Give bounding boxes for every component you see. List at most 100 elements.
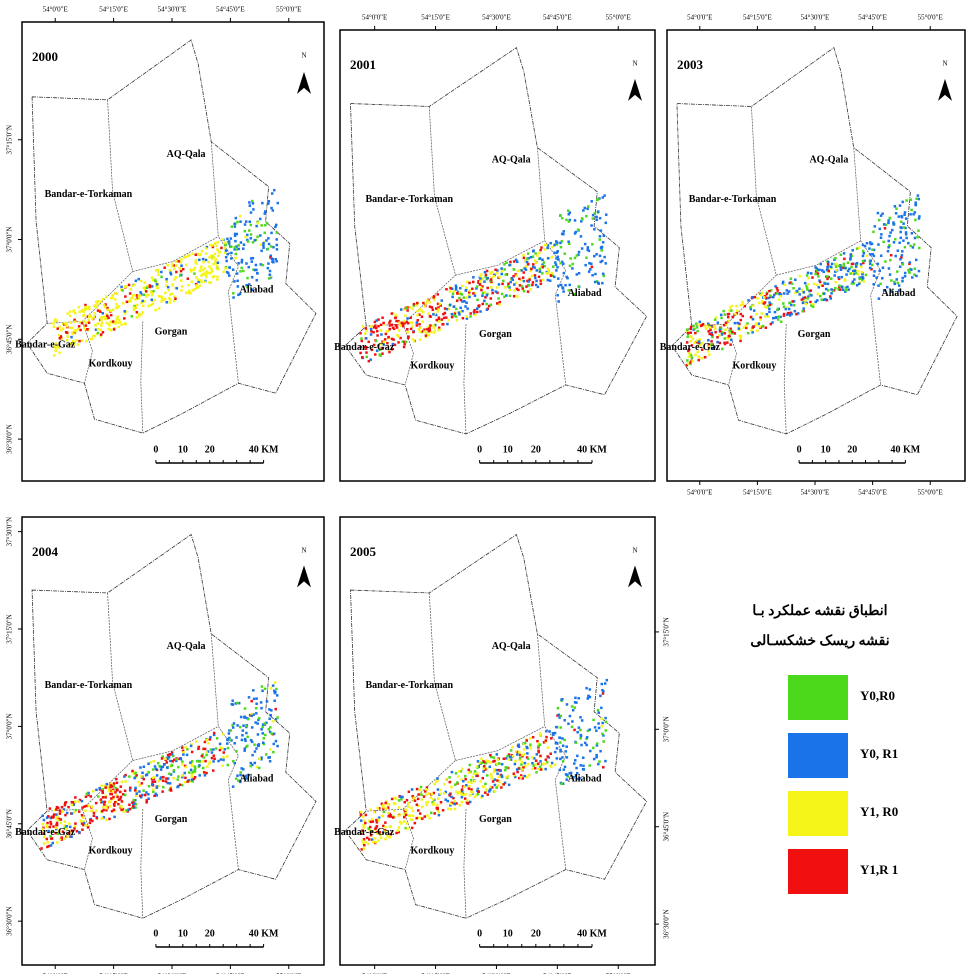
raster-pixel [599, 229, 603, 232]
raster-pixel [733, 332, 737, 335]
legend-swatch [788, 849, 848, 894]
raster-pixel [500, 272, 504, 276]
raster-pixel [167, 296, 171, 300]
north-arrow [938, 78, 952, 101]
raster-pixel [205, 739, 209, 742]
raster-pixel [269, 713, 272, 717]
raster-pixel [567, 289, 571, 292]
raster-pixel [419, 816, 423, 820]
raster-pixel [55, 827, 58, 831]
raster-pixel [558, 716, 561, 719]
raster-pixel [109, 785, 112, 789]
district-boundary [537, 633, 567, 870]
raster-pixel [522, 289, 526, 293]
raster-pixel [877, 243, 880, 246]
raster-pixel [431, 308, 435, 312]
raster-pixel [688, 352, 691, 355]
raster-pixel [909, 244, 912, 248]
raster-pixel [844, 289, 848, 292]
raster-pixel [239, 771, 242, 774]
raster-pixel [109, 800, 113, 803]
raster-pixel [269, 254, 273, 257]
raster-pixel [388, 327, 392, 331]
raster-pixel [466, 801, 469, 804]
raster-pixel [409, 327, 413, 331]
raster-pixel [559, 283, 563, 287]
raster-pixel [602, 740, 605, 743]
raster-pixel [689, 325, 693, 329]
raster-pixel [382, 323, 386, 326]
raster-pixel [801, 301, 805, 305]
raster-pixel [910, 232, 914, 235]
legend-title: انطباق نقشه عملکرد بـا [752, 603, 887, 619]
raster-pixel [92, 811, 96, 815]
raster-pixel [710, 331, 713, 335]
raster-pixel [139, 313, 143, 316]
raster-pixel [376, 832, 379, 835]
raster-pixel [917, 197, 920, 201]
raster-pixel [134, 298, 137, 301]
raster-pixel [239, 220, 242, 223]
raster-pixel [73, 320, 77, 323]
raster-pixel [849, 272, 852, 275]
raster-pixel [219, 758, 223, 761]
raster-pixel [70, 326, 74, 330]
raster-pixel [844, 290, 847, 293]
raster-pixel [755, 312, 758, 316]
raster-pixel [267, 262, 270, 265]
raster-pixel [461, 779, 465, 783]
raster-pixel [452, 796, 455, 800]
raster-pixel [389, 319, 392, 323]
raster-pixel [512, 274, 515, 278]
raster-pixel [590, 224, 593, 227]
raster-pixel [432, 313, 435, 316]
raster-pixel [455, 319, 459, 322]
raster-pixel [231, 699, 234, 702]
raster-pixel [96, 327, 100, 331]
raster-pixel [689, 353, 692, 357]
raster-pixel [230, 225, 234, 228]
raster-pixel [163, 266, 166, 269]
raster-pixel [556, 277, 560, 280]
scale-label: 40 KM [249, 928, 279, 939]
raster-pixel [861, 249, 865, 253]
raster-pixel [211, 275, 215, 279]
raster-pixel [742, 326, 746, 329]
raster-pixel [403, 322, 406, 325]
raster-pixel [490, 276, 493, 280]
raster-pixel [871, 253, 874, 256]
county-boundary [26, 533, 317, 919]
raster-pixel [382, 321, 385, 325]
raster-pixel [778, 292, 781, 296]
raster-pixel [580, 247, 584, 250]
raster-pixel [824, 282, 827, 285]
raster-pixel [897, 284, 901, 287]
raster-pixel [552, 733, 555, 737]
raster-pixel [698, 344, 702, 347]
raster-pixel [812, 302, 815, 306]
raster-pixel [452, 305, 456, 308]
raster-pixel [118, 790, 122, 794]
raster-pixel [267, 202, 270, 205]
raster-pixel [244, 739, 247, 742]
raster-pixel [468, 794, 472, 797]
raster-pixel [786, 306, 789, 309]
raster-pixel [227, 732, 231, 735]
raster-pixel [168, 782, 172, 785]
raster-pixel [598, 197, 601, 200]
raster-pixel [116, 788, 119, 792]
raster-pixel [224, 255, 228, 259]
raster-pixel [597, 711, 600, 715]
raster-pixel [204, 759, 207, 763]
raster-pixel [200, 754, 204, 758]
raster-pixel [405, 306, 408, 310]
raster-pixel [113, 800, 117, 804]
raster-pixel [216, 267, 220, 271]
raster-pixel [861, 243, 865, 247]
raster-pixel [579, 716, 582, 719]
raster-pixel [561, 760, 565, 763]
raster-pixel [147, 762, 150, 766]
raster-pixel [169, 293, 172, 296]
raster-pixel [397, 799, 401, 802]
raster-pixel [872, 282, 875, 286]
